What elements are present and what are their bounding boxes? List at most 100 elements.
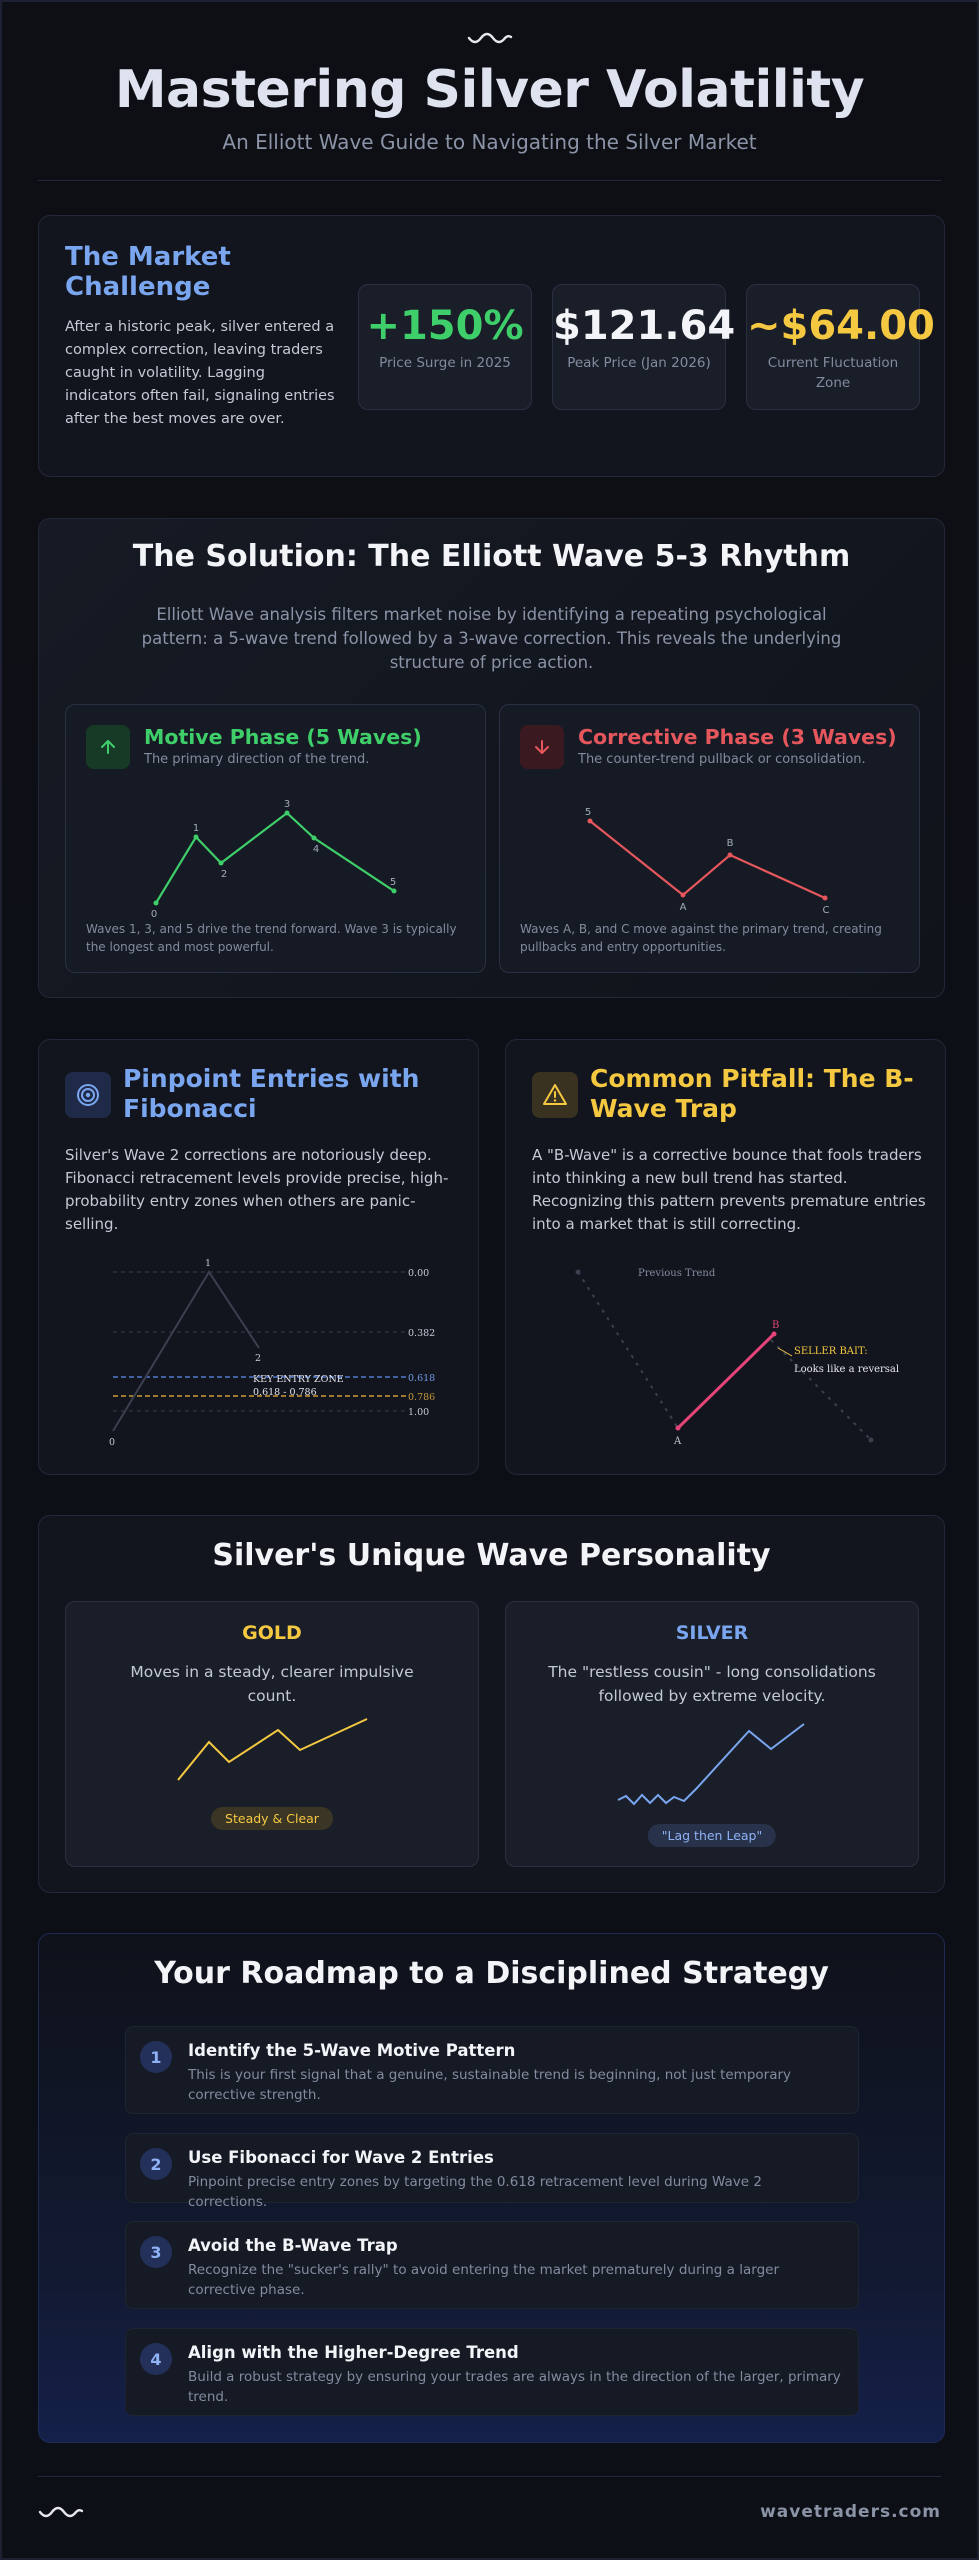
solution-title: The Solution: The Elliott Wave 5-3 Rhyth… [132, 539, 851, 574]
step-title: Use Fibonacci for Wave 2 Entries [188, 2148, 494, 2167]
previous-trend-label: Previous Trend [638, 1268, 716, 1279]
wave-label: 0 [151, 909, 157, 920]
b-wave-diagram: Previous Trend A B SELLER BAIT: Looks li… [575, 1268, 899, 1447]
gold-card: GOLD Moves in a steady, clearer impulsiv… [65, 1601, 479, 1867]
fib-level-label: 0.618 [408, 1373, 435, 1384]
stat-value: ~$64.00 [747, 303, 935, 349]
gold-wave-line [177, 1718, 368, 1781]
pitfall-card: Common Pitfall: The B-Wave Trap A "B-Wav… [505, 1039, 946, 1475]
roadmap-step: 3 Avoid the B-Wave Trap Recognize the "s… [125, 2221, 859, 2309]
wave-label: 0 [109, 1437, 115, 1448]
wave-label: 2 [221, 869, 227, 880]
step-number: 3 [140, 2236, 172, 2268]
roadmap-step: 4 Align with the Higher-Degree Trend Bui… [125, 2328, 859, 2416]
seller-bait-title: SELLER BAIT: [794, 1346, 868, 1357]
motive-note: Waves 1, 3, and 5 drive the trend forwar… [86, 922, 457, 954]
silver-wave-line [617, 1723, 805, 1806]
wave-label: C [823, 905, 830, 916]
header: Mastering Silver Volatility An Elliott W… [2, 2, 977, 154]
roadmap-step: 2 Use Fibonacci for Wave 2 Entries Pinpo… [125, 2133, 859, 2210]
step-desc: Recognize the "sucker's rally" to avoid … [188, 2262, 779, 2298]
fib-level-label: 0.786 [408, 1392, 435, 1403]
market-challenge-card: The Market Challenge After a historic pe… [38, 215, 945, 477]
fib-level-label: 1.00 [408, 1407, 429, 1418]
target-icon [65, 1072, 111, 1118]
fibonacci-title: Pinpoint Entries with Fibonacci [123, 1064, 420, 1123]
silver-pill: "Lag then Leap" [647, 1824, 777, 1847]
roadmap-title: Your Roadmap to a Disciplined Strategy [154, 1956, 829, 1991]
wave-label: B [772, 1320, 779, 1331]
wave-label: 4 [313, 844, 319, 855]
stat-card: ~$64.00 Current Fluctuation Zone [746, 284, 935, 410]
entry-zone-range: 0.618 - 0.786 [253, 1387, 317, 1398]
gold-title: GOLD [242, 1622, 302, 1644]
stat-card: +150% Price Surge in 2025 [358, 284, 532, 410]
solution-card: The Solution: The Elliott Wave 5-3 Rhyth… [38, 518, 945, 998]
corrective-subtitle: The counter-trend pullback or consolidat… [578, 752, 866, 767]
entry-zone-label: KEY ENTRY ZONE [253, 1374, 344, 1385]
warning-icon [532, 1072, 578, 1118]
step-number: 4 [140, 2343, 172, 2375]
wave-label: A [680, 902, 687, 913]
step-number: 1 [140, 2041, 172, 2073]
wave-label: 2 [255, 1353, 261, 1364]
step-number: 2 [140, 2148, 172, 2180]
corrective-phase-card: Corrective Phase (3 Waves) The counter-t… [499, 704, 920, 973]
step-title: Align with the Higher-Degree Trend [188, 2343, 519, 2362]
fib-level-label: 0.00 [408, 1268, 429, 1279]
wave-label: 3 [284, 799, 290, 810]
pitfall-title: Common Pitfall: The B-Wave Trap [590, 1064, 914, 1123]
step-title: Avoid the B-Wave Trap [188, 2236, 398, 2255]
step-desc: This is your first signal that a genuine… [188, 2067, 792, 2103]
motive-wave-diagram: 0 1 2 3 4 5 [151, 799, 397, 920]
stat-label: Price Surge in 2025 [379, 355, 511, 371]
fib-level-label: 0.382 [408, 1328, 435, 1339]
stat-value: $121.64 [553, 303, 736, 349]
corrective-note: Waves A, B, and C move against the prima… [520, 922, 882, 954]
silver-text: The "restless cousin" - long consolidati… [548, 1663, 876, 1705]
seller-bait-text: Looks like a reversal [794, 1364, 899, 1375]
motive-subtitle: The primary direction of the trend. [144, 752, 370, 767]
solution-desc: Elliott Wave analysis filters market noi… [141, 605, 842, 672]
market-challenge-title: The Market Challenge [65, 242, 231, 302]
divider [38, 2476, 941, 2477]
corrective-title: Corrective Phase (3 Waves) [578, 725, 897, 749]
step-desc: Build a robust strategy by ensuring your… [188, 2369, 841, 2405]
wave-label: 1 [193, 823, 199, 834]
stat-label: Peak Price (Jan 2026) [567, 355, 711, 371]
silver-title: SILVER [675, 1622, 749, 1644]
corrective-wave-diagram: 5 A B C [585, 807, 830, 916]
arrow-down-icon [520, 725, 564, 769]
wave-label: A [673, 1436, 682, 1447]
stat-card: $121.64 Peak Price (Jan 2026) [552, 284, 736, 410]
page-subtitle: An Elliott Wave Guide to Navigating the … [222, 130, 757, 154]
divider [38, 180, 941, 181]
arrow-up-icon [86, 725, 130, 769]
personality-card: Silver's Unique Wave Personality GOLD Mo… [38, 1515, 945, 1893]
stat-value: +150% [366, 303, 524, 349]
wave-label: B [727, 838, 734, 849]
pitfall-text: A "B-Wave" is a corrective bounce that f… [532, 1146, 926, 1233]
fibonacci-diagram: 0.00 0.382 0.618 0.786 1.00 1 2 0 KEY EN… [109, 1258, 435, 1448]
motive-title: Motive Phase (5 Waves) [144, 725, 422, 749]
footer-brand-link[interactable]: wavetraders.com [760, 2502, 941, 2522]
step-desc: Pinpoint precise entry zones by targetin… [188, 2174, 762, 2210]
wave-logo-icon [38, 2506, 84, 2518]
stat-label: Current Fluctuation Zone [767, 355, 899, 391]
page-title: Mastering Silver Volatility [114, 60, 865, 120]
personality-title: Silver's Unique Wave Personality [212, 1538, 771, 1573]
wave-logo-icon [467, 32, 512, 44]
silver-card: SILVER The "restless cousin" - long cons… [505, 1601, 919, 1867]
wave-label: 1 [205, 1258, 211, 1269]
gold-pill: Steady & Clear [211, 1807, 333, 1830]
market-challenge-text: After a historic peak, silver entered a … [65, 319, 335, 427]
fibonacci-text: Silver's Wave 2 corrections are notoriou… [65, 1146, 449, 1233]
step-title: Identify the 5-Wave Motive Pattern [188, 2041, 516, 2060]
wave-label: 5 [390, 877, 396, 888]
roadmap-step: 1 Identify the 5-Wave Motive Pattern Thi… [125, 2026, 859, 2114]
roadmap-card: Your Roadmap to a Disciplined Strategy 1… [38, 1933, 945, 2443]
fibonacci-card: Pinpoint Entries with Fibonacci Silver's… [38, 1039, 479, 1475]
gold-text: Moves in a steady, clearer impulsive cou… [130, 1663, 414, 1705]
motive-phase-card: Motive Phase (5 Waves) The primary direc… [65, 704, 486, 973]
